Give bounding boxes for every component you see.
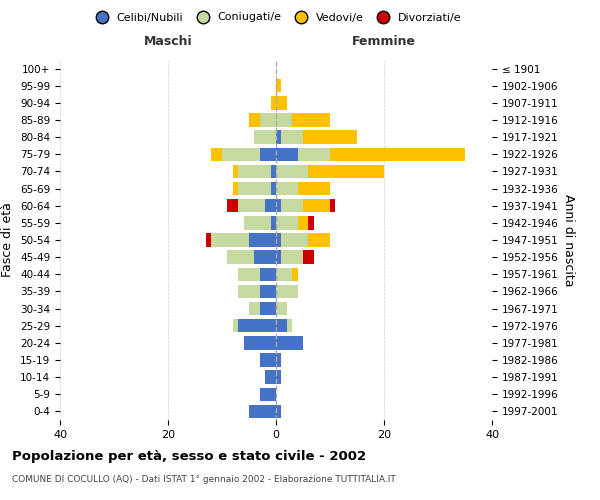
Bar: [276, 114, 292, 126]
Bar: [222, 148, 260, 161]
Bar: [330, 148, 465, 161]
Bar: [276, 79, 281, 92]
Bar: [260, 354, 276, 366]
Bar: [298, 216, 308, 230]
Bar: [260, 284, 276, 298]
Bar: [281, 199, 303, 212]
Bar: [308, 234, 330, 246]
Text: Maschi: Maschi: [143, 35, 193, 48]
Bar: [276, 319, 287, 332]
Bar: [276, 250, 281, 264]
Bar: [238, 268, 260, 281]
Bar: [276, 302, 287, 316]
Bar: [260, 268, 276, 281]
Bar: [211, 148, 222, 161]
Y-axis label: Fasce di età: Fasce di età: [1, 202, 14, 278]
Bar: [265, 199, 276, 212]
Bar: [303, 199, 330, 212]
Bar: [260, 302, 276, 316]
Text: Popolazione per età, sesso e stato civile - 2002: Popolazione per età, sesso e stato civil…: [12, 450, 366, 463]
Bar: [233, 164, 238, 178]
Bar: [238, 182, 271, 196]
Bar: [292, 268, 298, 281]
Bar: [276, 164, 308, 178]
Bar: [271, 216, 276, 230]
Bar: [276, 234, 281, 246]
Y-axis label: Anni di nascita: Anni di nascita: [562, 194, 575, 286]
Bar: [227, 250, 254, 264]
Bar: [303, 250, 314, 264]
Bar: [281, 250, 303, 264]
Bar: [308, 164, 384, 178]
Bar: [249, 234, 276, 246]
Bar: [276, 284, 298, 298]
Bar: [260, 114, 276, 126]
Bar: [298, 182, 330, 196]
Text: Femmine: Femmine: [352, 35, 416, 48]
Bar: [244, 336, 276, 349]
Bar: [292, 114, 330, 126]
Bar: [254, 250, 276, 264]
Bar: [233, 319, 238, 332]
Bar: [238, 284, 260, 298]
Bar: [276, 130, 281, 144]
Bar: [271, 164, 276, 178]
Bar: [281, 234, 308, 246]
Bar: [206, 234, 211, 246]
Bar: [276, 370, 281, 384]
Bar: [298, 148, 330, 161]
Bar: [281, 130, 303, 144]
Bar: [276, 216, 298, 230]
Bar: [233, 182, 238, 196]
Bar: [276, 182, 298, 196]
Bar: [271, 182, 276, 196]
Bar: [308, 216, 314, 230]
Bar: [254, 130, 276, 144]
Bar: [276, 336, 303, 349]
Bar: [211, 234, 249, 246]
Bar: [238, 199, 265, 212]
Bar: [260, 148, 276, 161]
Bar: [287, 319, 292, 332]
Bar: [276, 96, 287, 110]
Bar: [244, 216, 271, 230]
Bar: [265, 370, 276, 384]
Bar: [249, 114, 260, 126]
Bar: [238, 164, 271, 178]
Bar: [330, 199, 335, 212]
Bar: [227, 199, 238, 212]
Bar: [249, 302, 260, 316]
Bar: [276, 404, 281, 418]
Bar: [271, 96, 276, 110]
Bar: [276, 199, 281, 212]
Bar: [249, 404, 276, 418]
Bar: [276, 148, 298, 161]
Legend: Celibi/Nubili, Coniugati/e, Vedovi/e, Divorziati/e: Celibi/Nubili, Coniugati/e, Vedovi/e, Di…: [86, 8, 466, 27]
Bar: [260, 388, 276, 401]
Bar: [303, 130, 357, 144]
Text: COMUNE DI COCULLO (AQ) - Dati ISTAT 1° gennaio 2002 - Elaborazione TUTTITALIA.IT: COMUNE DI COCULLO (AQ) - Dati ISTAT 1° g…: [12, 475, 396, 484]
Bar: [238, 319, 276, 332]
Bar: [276, 268, 292, 281]
Bar: [276, 354, 281, 366]
